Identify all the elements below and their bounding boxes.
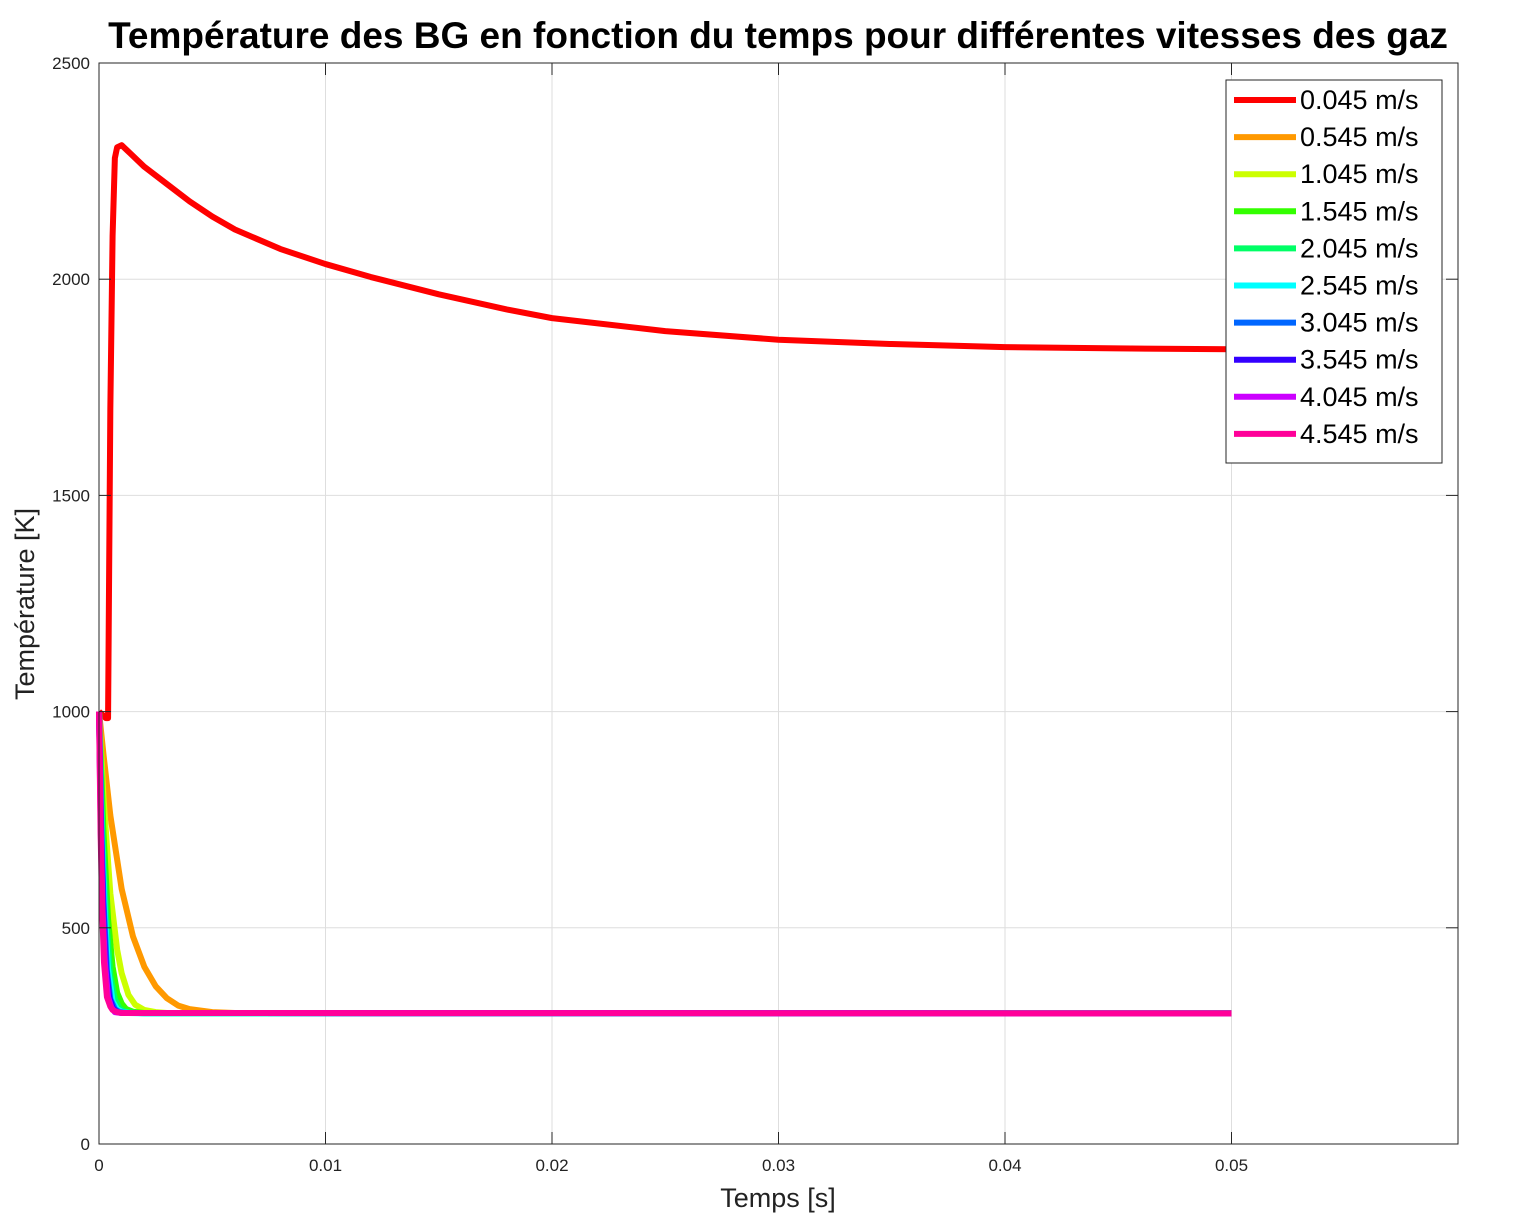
series-line-9	[96, 711, 1232, 1017]
y-axis-ticks: 0 500 1000 1500 2000 2500	[52, 54, 1458, 1154]
x-tick-label: 0.02	[535, 1156, 568, 1175]
legend: 0.045 m/s 0.545 m/s 1.045 m/s 1.545 m/s 2.04…	[1225, 79, 1443, 464]
y-tick-label: 0	[81, 1135, 90, 1154]
y-axis-label: Température [K]	[10, 508, 40, 700]
series-line-4	[96, 711, 1232, 1017]
chart-title: Température des BG en fonction du temps …	[108, 15, 1448, 56]
x-tick-label: 0.03	[762, 1156, 795, 1175]
legend-entry-1: 0.545 m/s	[1300, 122, 1419, 152]
y-tick-label: 2000	[52, 270, 90, 289]
data-series	[96, 142, 1232, 1017]
series-line-8	[96, 711, 1232, 1017]
y-tick-label: 500	[62, 919, 90, 938]
series-line-6	[96, 711, 1232, 1017]
legend-entry-0: 0.045 m/s	[1300, 85, 1419, 115]
series-line-3	[96, 711, 1232, 1017]
x-tick-label: 0.01	[309, 1156, 342, 1175]
legend-entry-7: 3.545 m/s	[1300, 345, 1419, 375]
y-tick-label: 1000	[52, 703, 90, 722]
legend-entry-3: 1.545 m/s	[1300, 196, 1419, 226]
series-line-1	[96, 711, 1232, 1017]
legend-entry-5: 2.545 m/s	[1300, 271, 1419, 301]
x-tick-label: 0.04	[988, 1156, 1021, 1175]
y-tick-label: 2500	[52, 54, 90, 73]
series-line-7	[96, 711, 1232, 1017]
x-tick-label: 0.05	[1215, 1156, 1248, 1175]
series-line-0	[96, 142, 1232, 722]
x-axis-label: Temps [s]	[720, 1183, 836, 1213]
series-line-5	[96, 711, 1232, 1017]
legend-entry-9: 4.545 m/s	[1300, 419, 1419, 449]
x-tick-label: 0	[94, 1156, 103, 1175]
series-line-2	[96, 711, 1232, 1017]
legend-entry-8: 4.045 m/s	[1300, 382, 1419, 412]
legend-entry-6: 3.045 m/s	[1300, 308, 1419, 338]
legend-entry-4: 2.045 m/s	[1300, 233, 1419, 263]
y-tick-label: 1500	[52, 486, 90, 505]
legend-entry-2: 1.045 m/s	[1300, 159, 1419, 189]
x-axis-ticks: 0 0.01 0.02 0.03 0.04 0.05	[94, 63, 1248, 1175]
